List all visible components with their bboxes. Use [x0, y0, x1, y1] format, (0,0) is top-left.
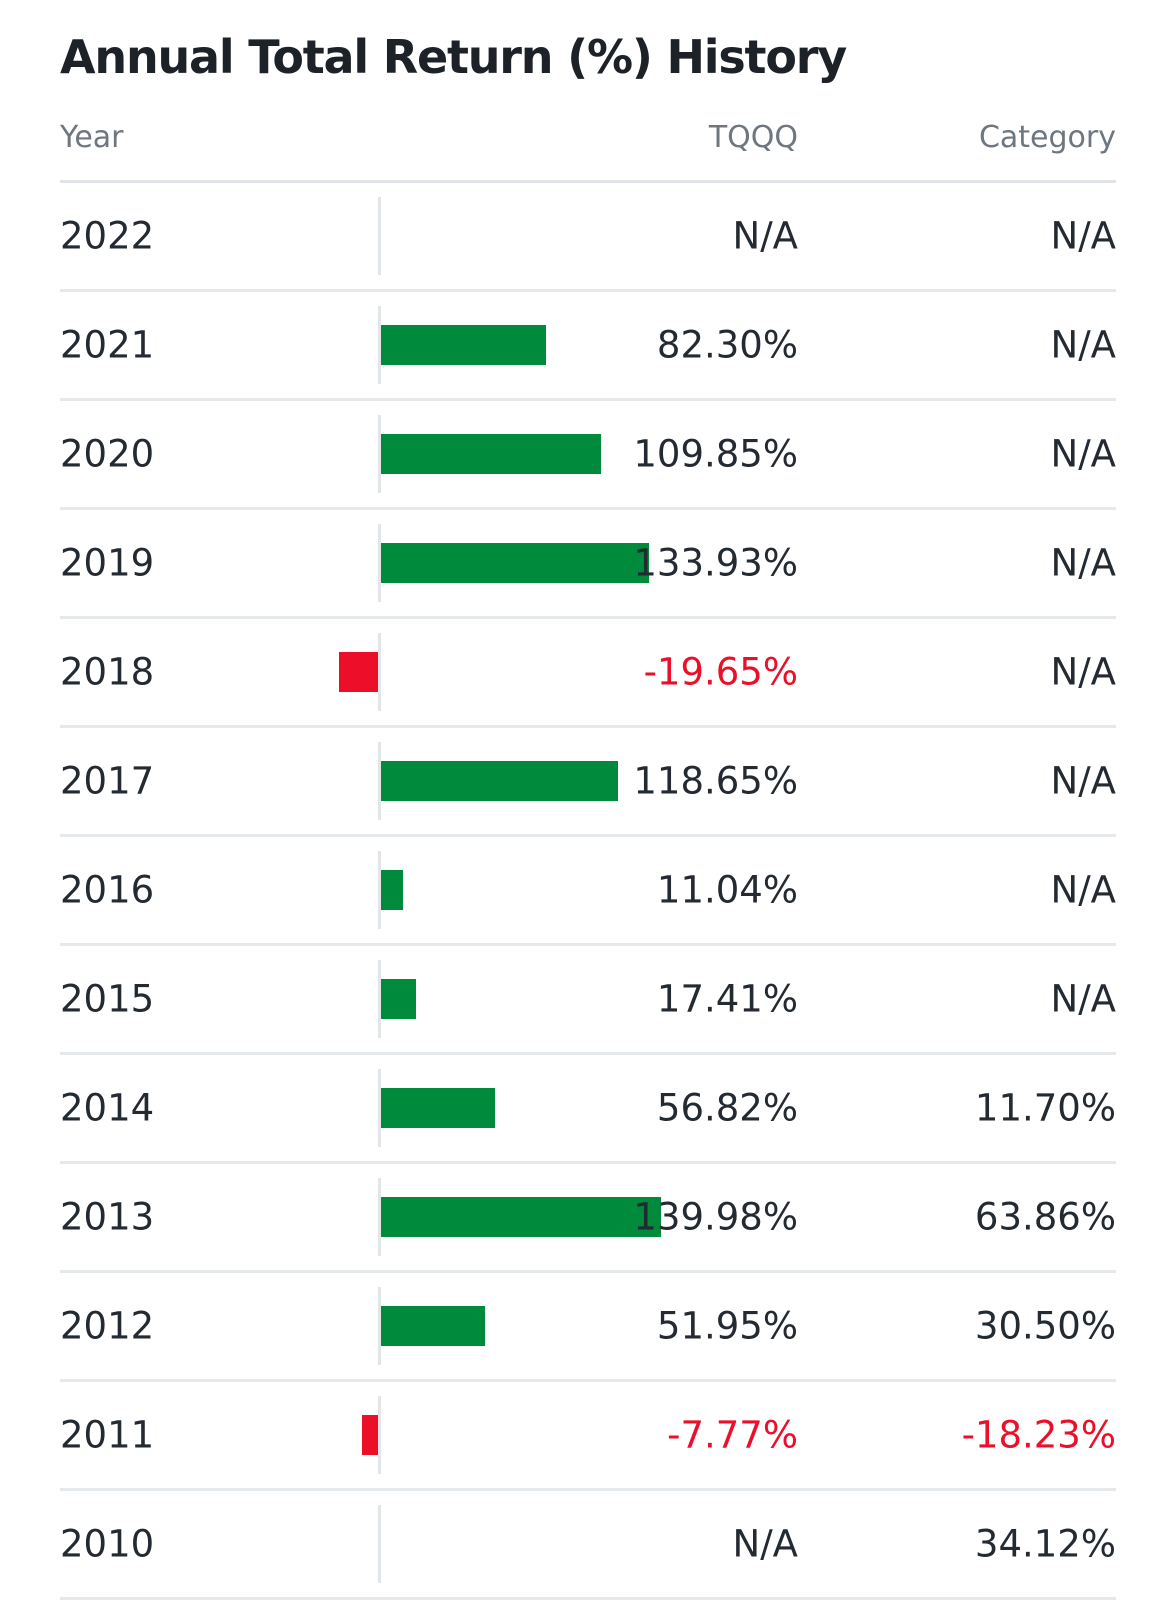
table-row: 2017 118.65% N/A	[60, 728, 1116, 837]
row-category-value: 11.70%	[974, 1086, 1116, 1130]
row-tqqq-value: N/A	[732, 1522, 798, 1566]
bar-axis	[378, 851, 381, 929]
positive-return-bar	[381, 870, 404, 910]
header-year: Year	[60, 120, 124, 155]
row-year: 2012	[60, 1304, 155, 1348]
row-year: 2019	[60, 541, 155, 585]
positive-return-bar	[381, 434, 601, 474]
row-category-value: 63.86%	[974, 1195, 1116, 1239]
bar-axis	[378, 1069, 381, 1147]
table-row: 2012 51.95% 30.50%	[60, 1273, 1116, 1382]
row-year: 2022	[60, 214, 155, 258]
table-row: 2010 N/A 34.12%	[60, 1491, 1116, 1600]
negative-return-bar	[338, 652, 378, 692]
bar-axis	[378, 960, 381, 1038]
row-category-value: -18.23%	[961, 1413, 1116, 1457]
row-category-value: N/A	[1050, 541, 1116, 585]
bar-axis	[378, 306, 381, 384]
bar-axis	[378, 415, 381, 493]
row-category-value: N/A	[1050, 868, 1116, 912]
table-header: Year TQQQ Category	[60, 110, 1116, 183]
row-tqqq-value: -19.65%	[643, 650, 798, 694]
row-category-value: N/A	[1050, 977, 1116, 1021]
row-year: 2016	[60, 868, 155, 912]
row-category-value: N/A	[1050, 323, 1116, 367]
row-category-value: N/A	[1050, 432, 1116, 476]
table-row: 2021 82.30% N/A	[60, 292, 1116, 401]
table-row: 2011 -7.77% -18.23%	[60, 1382, 1116, 1491]
row-tqqq-value: -7.77%	[667, 1413, 798, 1457]
row-category-value: N/A	[1050, 214, 1116, 258]
table-row: 2015 17.41% N/A	[60, 946, 1116, 1055]
positive-return-bar	[381, 761, 619, 801]
row-category-value: N/A	[1050, 650, 1116, 694]
bar-axis	[378, 742, 381, 820]
row-tqqq-value: 133.93%	[633, 541, 798, 585]
positive-return-bar	[381, 543, 649, 583]
row-tqqq-value: 51.95%	[656, 1304, 798, 1348]
row-category-value: N/A	[1050, 759, 1116, 803]
row-category-value: 34.12%	[974, 1522, 1116, 1566]
table-row: 2013 139.98% 63.86%	[60, 1164, 1116, 1273]
bar-axis	[378, 633, 381, 711]
row-category-value: 30.50%	[974, 1304, 1116, 1348]
positive-return-bar	[381, 325, 546, 365]
row-tqqq-value: 17.41%	[656, 977, 798, 1021]
row-year: 2010	[60, 1522, 155, 1566]
positive-return-bar	[381, 1197, 661, 1237]
row-year: 2011	[60, 1413, 155, 1457]
bar-axis	[378, 524, 381, 602]
table-row: 2016 11.04% N/A	[60, 837, 1116, 946]
row-tqqq-value: 109.85%	[633, 432, 798, 476]
row-tqqq-value: N/A	[732, 214, 798, 258]
positive-return-bar	[381, 979, 416, 1019]
bar-axis	[378, 1178, 381, 1256]
row-year: 2014	[60, 1086, 155, 1130]
header-category: Category	[978, 120, 1116, 155]
bar-axis	[378, 1505, 381, 1583]
row-year: 2015	[60, 977, 155, 1021]
row-year: 2020	[60, 432, 155, 476]
return-history-table: Year TQQQ Category 2022 N/A N/A 2021 82.30% N…	[60, 110, 1116, 1600]
table-row: 2020 109.85% N/A	[60, 401, 1116, 510]
row-tqqq-value: 11.04%	[656, 868, 798, 912]
positive-return-bar	[381, 1088, 495, 1128]
table-body: 2022 N/A N/A 2021 82.30% N/A 2020 109.85% N/A 201…	[60, 183, 1116, 1600]
bar-axis	[378, 197, 381, 275]
bar-axis	[378, 1287, 381, 1365]
row-tqqq-value: 139.98%	[633, 1195, 798, 1239]
row-year: 2017	[60, 759, 155, 803]
row-year: 2013	[60, 1195, 155, 1239]
row-tqqq-value: 56.82%	[656, 1086, 798, 1130]
negative-return-bar	[362, 1415, 378, 1455]
table-row: 2014 56.82% 11.70%	[60, 1055, 1116, 1164]
page-title: Annual Total Return (%) History	[60, 30, 847, 84]
header-tqqq: TQQQ	[708, 120, 798, 155]
row-year: 2018	[60, 650, 155, 694]
row-tqqq-value: 82.30%	[656, 323, 798, 367]
table-row: 2022 N/A N/A	[60, 183, 1116, 292]
row-year: 2021	[60, 323, 155, 367]
table-row: 2019 133.93% N/A	[60, 510, 1116, 619]
row-tqqq-value: 118.65%	[633, 759, 798, 803]
table-row: 2018 -19.65% N/A	[60, 619, 1116, 728]
bar-axis	[378, 1396, 381, 1474]
positive-return-bar	[381, 1306, 485, 1346]
